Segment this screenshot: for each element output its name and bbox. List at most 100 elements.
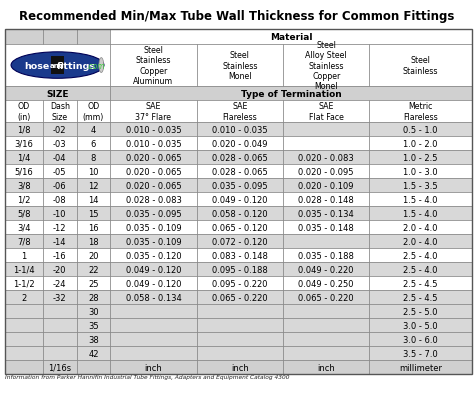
Bar bbox=[369, 305, 472, 318]
Bar bbox=[369, 165, 472, 179]
Bar bbox=[197, 318, 283, 333]
Bar bbox=[110, 123, 197, 137]
Bar bbox=[283, 291, 369, 305]
Bar bbox=[197, 221, 283, 235]
Bar bbox=[369, 291, 472, 305]
Bar bbox=[43, 179, 77, 193]
Bar bbox=[5, 318, 43, 333]
Bar bbox=[43, 235, 77, 249]
Text: 0.035 - 0.109: 0.035 - 0.109 bbox=[126, 223, 181, 232]
Text: 8: 8 bbox=[91, 153, 96, 162]
Text: 0.065 - 0.120: 0.065 - 0.120 bbox=[212, 223, 268, 232]
Bar bbox=[197, 207, 283, 221]
Bar bbox=[5, 137, 43, 151]
Bar bbox=[43, 249, 77, 263]
Bar bbox=[77, 291, 110, 305]
Text: Steel
Alloy Steel
Stainless
Copper
Monel: Steel Alloy Steel Stainless Copper Monel bbox=[305, 40, 347, 91]
Bar bbox=[5, 193, 43, 207]
Bar bbox=[5, 123, 43, 137]
Bar bbox=[5, 179, 43, 193]
Bar bbox=[5, 151, 43, 165]
Text: 3.0 - 5.0: 3.0 - 5.0 bbox=[403, 321, 438, 330]
Text: 2.0 - 4.0: 2.0 - 4.0 bbox=[403, 237, 438, 246]
Bar bbox=[369, 318, 472, 333]
Bar bbox=[43, 346, 77, 360]
Text: 1-1/2: 1-1/2 bbox=[13, 279, 35, 288]
Bar bbox=[369, 100, 472, 123]
Bar bbox=[283, 100, 369, 123]
Bar bbox=[283, 277, 369, 291]
Bar bbox=[5, 291, 43, 305]
Text: Metric
Flareless: Metric Flareless bbox=[403, 102, 438, 122]
Bar bbox=[197, 346, 283, 360]
Bar bbox=[369, 360, 472, 374]
Bar bbox=[77, 333, 110, 346]
Bar bbox=[77, 333, 110, 346]
Bar bbox=[5, 165, 43, 179]
Bar bbox=[77, 305, 110, 318]
Bar bbox=[110, 87, 472, 100]
Text: 0.010 - 0.035: 0.010 - 0.035 bbox=[126, 140, 181, 149]
Bar bbox=[110, 207, 197, 221]
Bar bbox=[5, 235, 43, 249]
Text: inch: inch bbox=[145, 363, 162, 372]
Bar bbox=[5, 249, 43, 263]
Bar bbox=[77, 263, 110, 277]
Bar bbox=[110, 137, 197, 151]
Bar bbox=[5, 333, 43, 346]
Text: 6: 6 bbox=[91, 140, 96, 149]
Bar bbox=[43, 333, 77, 346]
Text: OD
(in): OD (in) bbox=[17, 102, 30, 122]
Text: 15: 15 bbox=[88, 209, 99, 218]
Bar bbox=[77, 193, 110, 207]
Bar bbox=[197, 207, 283, 221]
Text: 0.020 - 0.109: 0.020 - 0.109 bbox=[299, 181, 354, 190]
Bar bbox=[5, 360, 43, 374]
Bar bbox=[43, 360, 77, 374]
Bar bbox=[369, 235, 472, 249]
Bar bbox=[283, 123, 369, 137]
Bar bbox=[197, 333, 283, 346]
Bar bbox=[77, 318, 110, 333]
Bar bbox=[369, 45, 472, 87]
Text: 0.035 - 0.095: 0.035 - 0.095 bbox=[212, 181, 268, 190]
Bar bbox=[283, 207, 369, 221]
Bar bbox=[77, 235, 110, 249]
Bar bbox=[43, 305, 77, 318]
Text: 1.5 - 4.0: 1.5 - 4.0 bbox=[403, 195, 438, 205]
Bar bbox=[5, 30, 43, 45]
Bar bbox=[369, 123, 472, 137]
Bar bbox=[110, 151, 197, 165]
Bar bbox=[43, 333, 77, 346]
Text: SIZE: SIZE bbox=[46, 90, 69, 98]
Text: 0.5 - 1.0: 0.5 - 1.0 bbox=[403, 126, 438, 134]
Text: 1.5 - 4.0: 1.5 - 4.0 bbox=[403, 209, 438, 218]
Bar bbox=[369, 318, 472, 333]
Text: 0.095 - 0.220: 0.095 - 0.220 bbox=[212, 279, 267, 288]
Bar bbox=[283, 318, 369, 333]
Bar bbox=[110, 249, 197, 263]
Text: 0.035 - 0.134: 0.035 - 0.134 bbox=[298, 209, 354, 218]
Bar bbox=[283, 249, 369, 263]
Bar bbox=[369, 193, 472, 207]
Bar bbox=[77, 318, 110, 333]
Text: 0.020 - 0.065: 0.020 - 0.065 bbox=[126, 153, 181, 162]
Text: 7/8: 7/8 bbox=[17, 237, 31, 246]
Bar bbox=[43, 100, 77, 123]
Text: 0.028 - 0.083: 0.028 - 0.083 bbox=[126, 195, 182, 205]
Text: Type of Termination: Type of Termination bbox=[241, 90, 341, 98]
Bar bbox=[369, 221, 472, 235]
Bar bbox=[197, 193, 283, 207]
Bar bbox=[5, 123, 43, 137]
Text: 4: 4 bbox=[91, 126, 96, 134]
Text: 0.010 - 0.035: 0.010 - 0.035 bbox=[126, 126, 181, 134]
Text: 0.049 - 0.120: 0.049 - 0.120 bbox=[126, 265, 181, 274]
Text: 10: 10 bbox=[88, 168, 99, 177]
Text: 0.049 - 0.120: 0.049 - 0.120 bbox=[126, 279, 181, 288]
Text: -04: -04 bbox=[53, 153, 66, 162]
Text: 16: 16 bbox=[88, 223, 99, 232]
Bar bbox=[283, 207, 369, 221]
Bar bbox=[197, 123, 283, 137]
Ellipse shape bbox=[99, 58, 104, 73]
Bar bbox=[5, 193, 43, 207]
